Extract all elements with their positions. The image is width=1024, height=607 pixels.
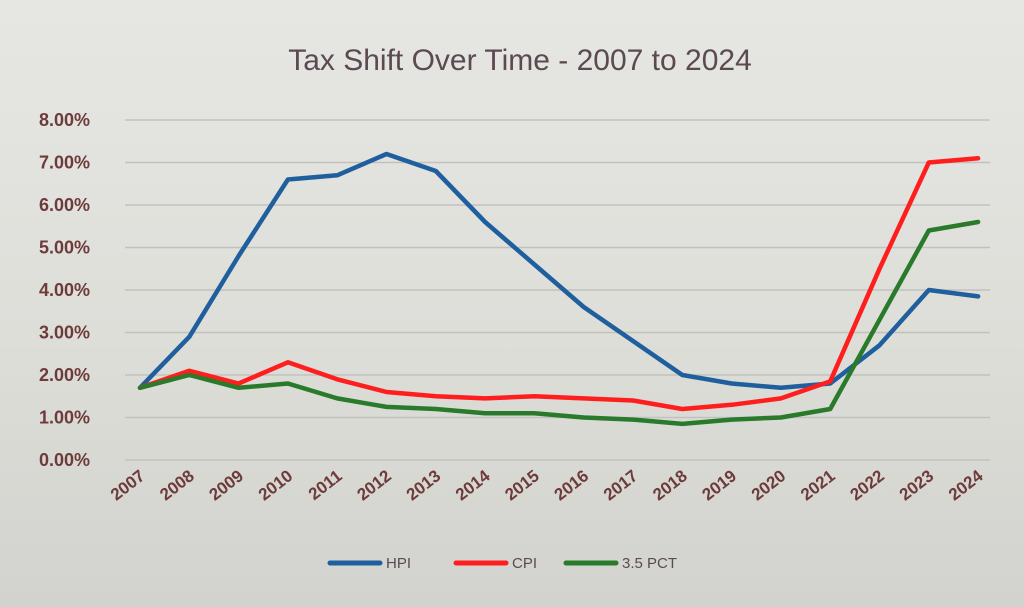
x-tick-label: 2022 xyxy=(846,466,888,504)
y-tick-label: 7.00% xyxy=(39,153,90,173)
x-tick-label: 2017 xyxy=(600,466,642,504)
grid-lines xyxy=(125,119,990,461)
x-axis-ticks: 2007 2008 2009 2010 2011 2012 2013 2014 2015 2016… xyxy=(107,466,987,505)
chart-title: Tax Shift Over Time - 2007 to 2024 xyxy=(288,44,752,77)
x-tick-label: 2014 xyxy=(452,466,494,505)
y-tick-label: 2.00% xyxy=(39,365,90,385)
x-tick-label: 2011 xyxy=(305,466,346,504)
x-tick-label: 2018 xyxy=(649,466,691,504)
series-line-cpi xyxy=(137,156,981,412)
x-tick-label: 2016 xyxy=(551,466,593,504)
series-line-hpi xyxy=(137,151,981,391)
x-tick-label: 2015 xyxy=(501,466,543,504)
y-tick-label: 8.00% xyxy=(39,110,90,130)
x-tick-label: 2010 xyxy=(255,466,297,504)
x-tick-label: 2009 xyxy=(206,466,248,504)
x-tick-label: 2020 xyxy=(748,466,790,504)
series-line-3-5-pct xyxy=(137,219,981,427)
x-tick-label: 2012 xyxy=(353,466,395,504)
x-tick-label: 2024 xyxy=(945,466,987,505)
y-tick-label: 0.00% xyxy=(39,450,90,470)
x-tick-label: 2013 xyxy=(403,466,445,504)
x-tick-label: 2007 xyxy=(107,466,149,504)
legend-label-hpi: HPI xyxy=(386,555,411,572)
x-tick-label: 2008 xyxy=(156,466,198,504)
x-tick-label: 2023 xyxy=(896,466,938,504)
y-tick-label: 1.00% xyxy=(39,408,90,428)
legend-label-cpi: CPI xyxy=(512,555,537,572)
y-axis-ticks: 0.00% 1.00% 2.00% 3.00% 4.00% 5.00% 6.00% 7.00%… xyxy=(39,110,90,470)
x-tick-label: 2019 xyxy=(699,466,741,504)
x-tick-label: 2021 xyxy=(797,466,839,504)
legend-label-3-5-pct: 3.5 PCT xyxy=(622,555,677,572)
y-tick-label: 3.00% xyxy=(39,323,90,343)
y-tick-label: 5.00% xyxy=(39,238,90,258)
y-tick-label: 6.00% xyxy=(39,195,90,215)
legend: HPI CPI 3.5 PCT xyxy=(327,555,677,572)
y-tick-label: 4.00% xyxy=(39,280,90,300)
series-lines xyxy=(137,151,981,427)
